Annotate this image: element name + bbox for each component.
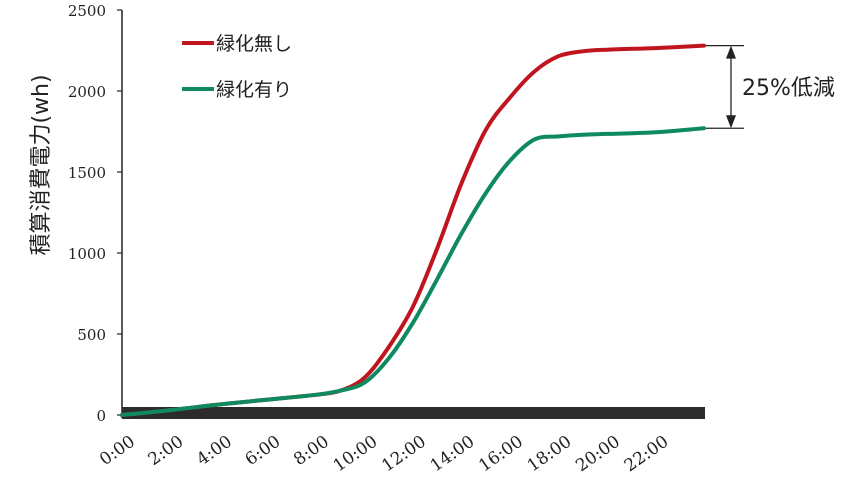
y-axis-label: 積算消費電力(wh) <box>29 74 54 255</box>
y-tick-label: 2000 <box>68 83 106 101</box>
legend-label: 緑化有り <box>216 79 292 101</box>
reduction-annotation: 25%低減 <box>706 44 835 129</box>
x-tick-label: 2:00 <box>145 432 188 470</box>
y-tick-label: 0 <box>96 407 106 425</box>
series-line-1 <box>120 43 706 417</box>
x-tick-label: 4:00 <box>193 432 236 470</box>
y-tick-labels: 0 500 1000 1500 2000 2500 <box>68 2 106 425</box>
x-tick-label: 12:00 <box>378 432 430 476</box>
x-tick-label: 14:00 <box>427 432 479 476</box>
x-tick-labels: 0:00 2:00 4:00 6:00 8:0010:0012:0014:0016:00… <box>96 432 672 476</box>
y-tick-label: 2500 <box>68 2 106 20</box>
y-tick-label: 1000 <box>68 245 106 263</box>
x-tick-label: 18:00 <box>524 432 576 476</box>
x-tick-label: 6:00 <box>242 432 285 470</box>
x-tick-label: 10:00 <box>330 432 382 476</box>
annotation-label: 25%低減 <box>742 76 835 101</box>
baseline-band-layer <box>122 407 705 419</box>
x-tick-label: 8:00 <box>290 432 333 470</box>
axes <box>117 9 123 418</box>
series-layer <box>120 43 706 417</box>
y-tick-label: 1500 <box>68 164 106 182</box>
x-tick-label: 16:00 <box>475 432 527 476</box>
series-line-2 <box>120 126 706 417</box>
legend-label: 緑化無し <box>216 33 292 55</box>
annotation-arrowhead-up <box>726 45 736 59</box>
x-tick-label: 0:00 <box>96 432 139 470</box>
annotation-arrowhead-down <box>726 115 736 129</box>
baseline-band <box>122 407 705 419</box>
x-tick-label: 22:00 <box>621 432 673 476</box>
x-tick-label: 20:00 <box>572 432 624 476</box>
y-tick-label: 500 <box>77 326 106 344</box>
